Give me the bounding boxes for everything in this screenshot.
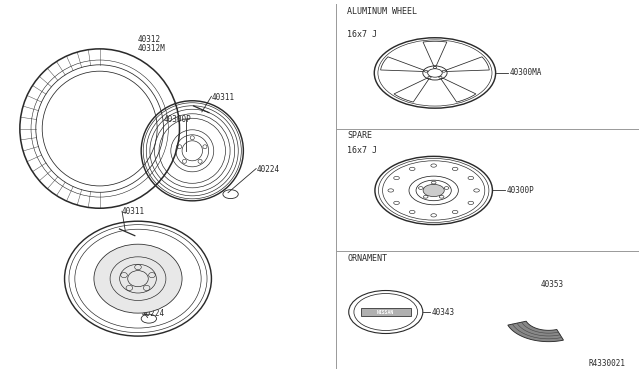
Text: 16x7 J: 16x7 J — [348, 146, 378, 155]
Bar — [360, 308, 411, 316]
Text: 40300P: 40300P — [506, 186, 534, 195]
Text: 40300P: 40300P — [164, 115, 191, 124]
Text: 16x7 J: 16x7 J — [348, 29, 378, 39]
Text: 40353: 40353 — [540, 280, 563, 289]
Text: 40312M: 40312M — [138, 44, 166, 53]
Text: NISSAN: NISSAN — [377, 310, 394, 314]
Text: ORNAMENT: ORNAMENT — [348, 254, 387, 263]
Text: 40312: 40312 — [138, 35, 161, 44]
Text: SPARE: SPARE — [348, 131, 372, 141]
Text: 40300MA: 40300MA — [125, 254, 157, 263]
Text: ALUMINUM WHEEL: ALUMINUM WHEEL — [348, 7, 417, 16]
Text: 40224: 40224 — [256, 165, 279, 174]
Polygon shape — [508, 321, 563, 341]
Circle shape — [423, 184, 444, 196]
Ellipse shape — [94, 244, 182, 313]
Text: 40300MA: 40300MA — [509, 68, 542, 77]
Text: 40343: 40343 — [432, 308, 455, 317]
Text: 40311: 40311 — [122, 208, 145, 217]
Text: 40311: 40311 — [211, 93, 235, 102]
Text: 40224: 40224 — [141, 310, 164, 318]
Text: R4330021: R4330021 — [588, 359, 625, 368]
